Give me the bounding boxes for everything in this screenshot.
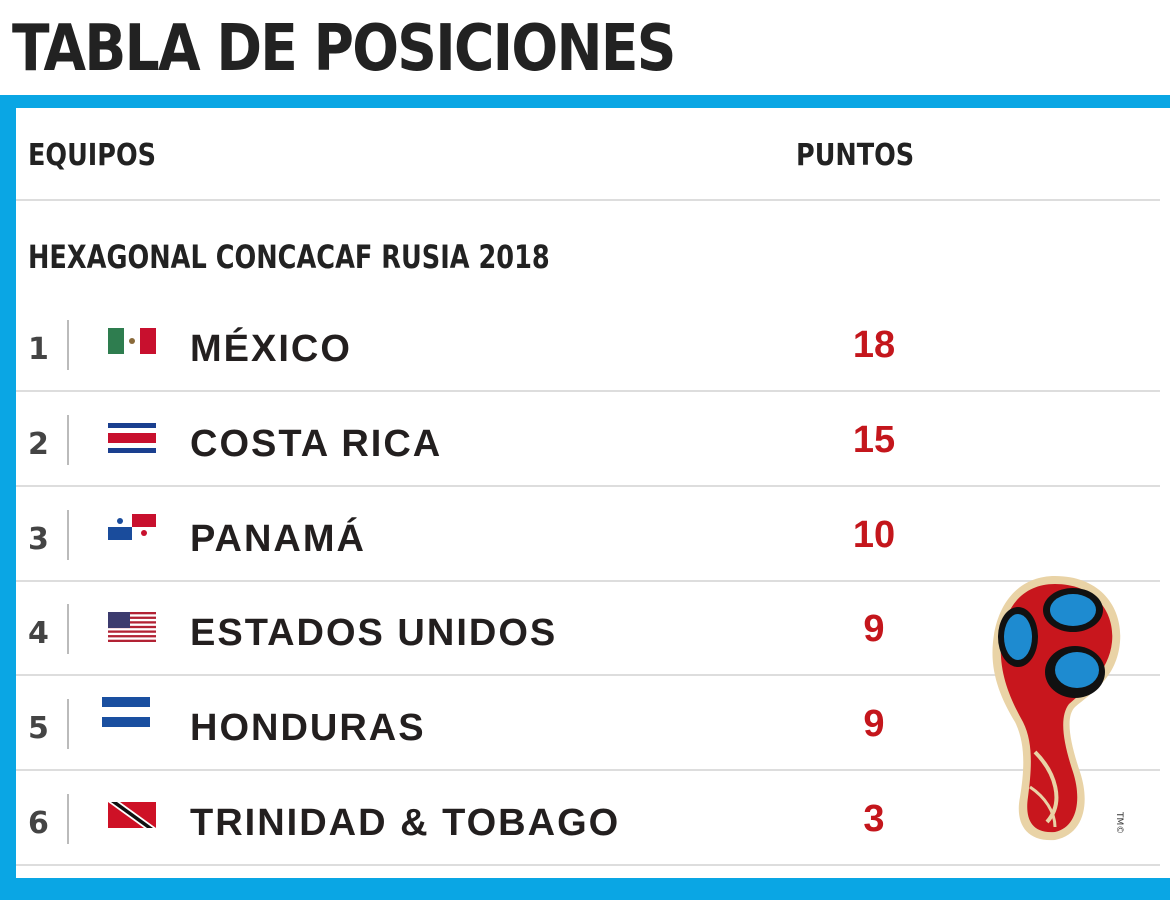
divider <box>16 199 1160 201</box>
separator <box>67 320 69 370</box>
column-header-points: PUNTOS <box>796 138 915 173</box>
table-row: 1 MÉXICO 18 <box>16 310 1160 405</box>
team-name: MÉXICO <box>190 328 352 370</box>
usa-flag-icon <box>108 612 156 642</box>
table-row: 3 PANAMÁ 10 <box>16 500 1160 595</box>
row-divider <box>16 769 1160 771</box>
team-points: 9 <box>863 703 885 745</box>
separator <box>67 604 69 654</box>
team-name: PANAMÁ <box>190 518 366 560</box>
costa-rica-flag-icon <box>108 423 156 453</box>
top-accent-bar <box>0 95 1170 108</box>
row-divider <box>16 864 1160 866</box>
separator <box>67 794 69 844</box>
position: 4 <box>28 616 49 651</box>
team-points: 18 <box>852 324 896 366</box>
group-title: HEXAGONAL CONCACAF RUSIA 2018 <box>28 238 550 276</box>
row-divider <box>16 580 1160 582</box>
separator <box>67 415 69 465</box>
column-header-teams: EQUIPOS <box>28 138 157 173</box>
svg-text:TM©: TM© <box>1114 811 1124 834</box>
team-name: TRINIDAD & TOBAGO <box>190 802 621 844</box>
left-accent-bar <box>0 95 16 900</box>
honduras-flag-icon <box>102 697 150 727</box>
team-name: HONDURAS <box>190 707 426 749</box>
table-row: 4 ESTADOS UNIDOS 9 <box>16 594 1160 689</box>
separator <box>67 510 69 560</box>
world-cup-logo: TM© <box>992 576 1124 841</box>
separator <box>67 699 69 749</box>
row-divider <box>16 485 1160 487</box>
panama-flag-icon <box>108 514 156 540</box>
page-title: TABLA DE POSICIONES <box>12 12 676 86</box>
position: 1 <box>28 332 49 367</box>
position: 6 <box>28 806 49 841</box>
trinidad-tobago-flag-icon <box>108 802 156 828</box>
table-row: 2 COSTA RICA 15 <box>16 405 1160 500</box>
position: 5 <box>28 711 49 746</box>
position: 3 <box>28 522 49 557</box>
team-points: 10 <box>852 514 896 556</box>
mexico-flag-icon <box>108 328 156 354</box>
row-divider <box>16 390 1160 392</box>
team-points: 3 <box>863 798 885 840</box>
position: 2 <box>28 427 49 462</box>
team-points: 9 <box>863 608 885 650</box>
table-row: 6 TRINIDAD & TOBAGO 3 <box>16 784 1160 879</box>
bottom-accent-bar <box>0 878 1170 900</box>
team-points: 15 <box>852 419 896 461</box>
row-divider <box>16 674 1160 676</box>
team-name: COSTA RICA <box>190 423 443 465</box>
team-name: ESTADOS UNIDOS <box>190 612 558 654</box>
table-row: 5 HONDURAS 9 <box>16 689 1160 784</box>
